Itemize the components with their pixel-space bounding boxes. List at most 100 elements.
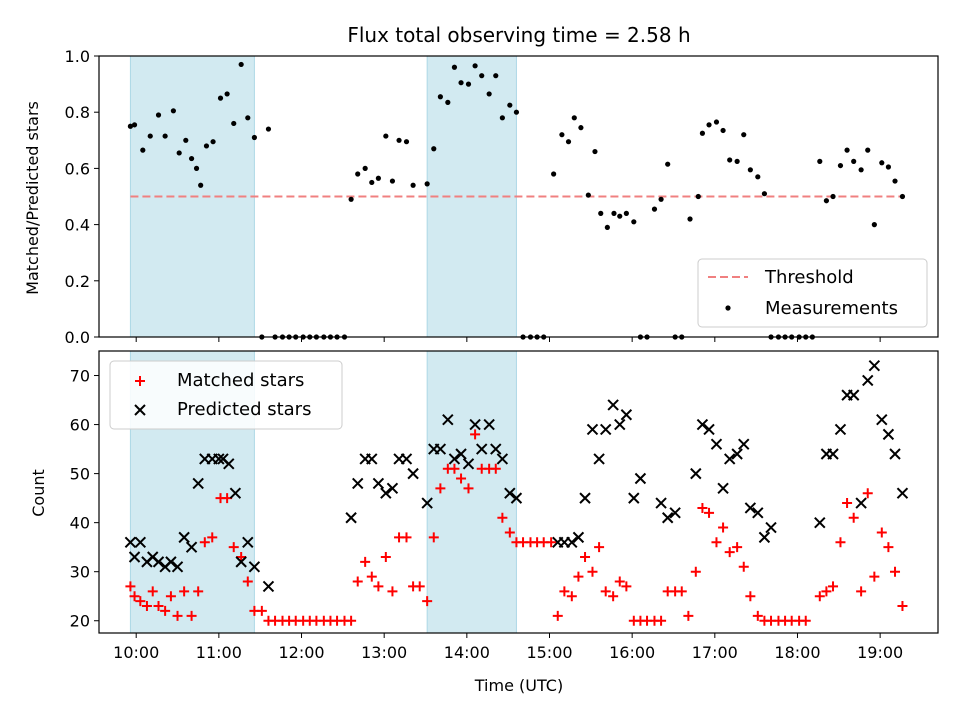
matched-star-point	[470, 429, 481, 440]
measurement-point	[741, 132, 747, 138]
matched-star-point	[228, 542, 239, 553]
predicted-star-point	[752, 507, 764, 519]
measurement-point	[871, 222, 877, 228]
measurement-point	[410, 182, 416, 188]
predicted-star-point	[834, 423, 847, 436]
measurement-point	[369, 179, 375, 186]
matched-star-point	[422, 596, 433, 607]
measurement-point	[238, 61, 244, 68]
legend-matched-swatch	[135, 376, 145, 386]
measurement-point	[687, 216, 693, 222]
predicted-star-point	[476, 443, 488, 455]
matched-star-point	[656, 615, 667, 626]
predicted-star-point	[235, 556, 247, 568]
y-tick-label: 0.2	[65, 272, 90, 291]
matched-star-point	[456, 473, 467, 484]
predicted-star-point	[372, 477, 385, 490]
measurement-point	[431, 146, 437, 152]
bottom-panel: 20 30 40 50 60 70 10:00 11:00 12:00 13:00 14:00 15:…	[70, 350, 939, 662]
matched-star-point	[856, 586, 867, 597]
measurement-point	[389, 178, 396, 184]
matched-star-point	[546, 537, 557, 548]
measurement-point	[193, 165, 200, 171]
measurement-point	[713, 119, 720, 125]
predicted-star-point	[448, 453, 461, 465]
predicted-star-point	[434, 443, 447, 455]
matched-star-point	[614, 576, 625, 587]
y-tick-label: 60	[70, 416, 90, 435]
predicted-star-point	[628, 492, 640, 504]
predicted-star-point	[421, 497, 433, 509]
matched-star-point	[842, 498, 853, 509]
x-tick-label: 13:00	[361, 643, 407, 662]
predicted-star-point	[661, 512, 674, 524]
top-panel: 0.0 0.2 0.4 0.6 0.8 1.0 Threshold Measurements	[65, 47, 939, 347]
matched-star-point	[256, 605, 267, 616]
measurement-point	[734, 158, 740, 164]
y-tick-label: 0.6	[65, 159, 90, 178]
matched-star-point	[428, 532, 439, 543]
measurement-point	[348, 196, 354, 202]
predicted-star-point	[442, 413, 454, 426]
matched-star-point	[608, 591, 619, 602]
measurement-point	[651, 206, 658, 212]
measurement-point	[699, 130, 706, 136]
predicted-star-point	[876, 413, 888, 426]
matched-star-point	[800, 615, 811, 626]
matched-star-point	[732, 542, 743, 553]
bottom-y-axis-label: Count	[29, 469, 48, 517]
matched-star-point	[745, 591, 756, 602]
measurement-point	[445, 99, 451, 105]
predicted-star-point	[223, 458, 235, 470]
measurement-point	[162, 133, 168, 139]
measurement-point	[451, 64, 458, 70]
predicted-star-point	[134, 536, 147, 548]
measurement-point	[851, 158, 857, 164]
matched-star-point	[352, 576, 363, 587]
measurement-point	[499, 115, 505, 121]
predicted-star-point	[229, 487, 242, 499]
legend-measurement-label: Measurements	[765, 298, 898, 319]
matched-star-point	[360, 556, 371, 567]
measurement-point	[578, 125, 584, 131]
predicted-star-point	[690, 467, 702, 480]
matched-star-point	[153, 601, 164, 612]
predicted-star-point	[669, 507, 681, 519]
measurement-point	[170, 108, 176, 114]
matched-star-point	[683, 610, 694, 621]
measurement-point	[892, 178, 898, 184]
predicted-star-point	[586, 423, 599, 436]
measurement-point	[604, 224, 610, 231]
y-tick-label: 0.0	[65, 328, 90, 347]
measurement-point	[486, 91, 492, 97]
predicted-star-point	[868, 360, 881, 372]
measurement-point	[140, 147, 146, 153]
x-tick-label: 17:00	[692, 643, 738, 662]
measurement-point	[879, 160, 885, 166]
x-tick-label: 14:00	[444, 643, 490, 662]
matched-star-point	[193, 586, 204, 597]
measurement-point	[830, 193, 836, 200]
matched-star-point	[463, 483, 474, 494]
y-tick-label: 30	[70, 563, 90, 582]
matched-star-point	[600, 586, 611, 597]
measurement-point	[747, 167, 753, 173]
matched-star-point	[690, 566, 701, 577]
predicted-star-point	[634, 472, 647, 485]
legend-threshold-label: Threshold	[764, 267, 854, 288]
measurement-point	[224, 91, 230, 97]
matched-star-point	[552, 610, 563, 621]
measurement-point	[585, 192, 591, 198]
legend-box	[697, 258, 928, 328]
measurement-point	[217, 95, 224, 101]
predicted-star-point	[710, 438, 723, 450]
legend-predicted-swatch	[134, 404, 146, 416]
measurement-point	[251, 134, 258, 141]
predicted-star-point	[386, 482, 399, 495]
predicted-star-point	[572, 531, 585, 544]
matched-star-point	[346, 615, 357, 626]
matched-star-point	[504, 527, 515, 538]
top-y-axis-label: Matched/Predicted stars	[23, 101, 42, 295]
predicted-star-point	[607, 399, 619, 411]
